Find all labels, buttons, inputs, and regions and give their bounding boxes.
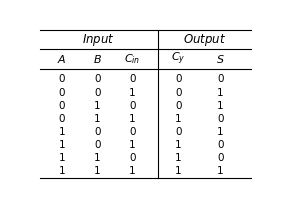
Text: 1: 1: [59, 166, 65, 177]
Text: 1: 1: [175, 166, 182, 177]
Text: 1: 1: [59, 127, 65, 137]
Text: 1: 1: [175, 114, 182, 124]
Text: 0: 0: [94, 140, 100, 150]
Text: 0: 0: [175, 74, 182, 84]
Text: 1: 1: [94, 101, 101, 111]
Text: 1: 1: [217, 88, 224, 97]
Text: 0: 0: [175, 127, 182, 137]
Text: 1: 1: [175, 140, 182, 150]
Text: 0: 0: [59, 114, 65, 124]
Text: $S$: $S$: [216, 53, 225, 65]
Text: 0: 0: [217, 140, 224, 150]
Text: $\mathit{Input}$: $\mathit{Input}$: [82, 32, 115, 48]
Text: 1: 1: [94, 153, 101, 163]
Text: 0: 0: [129, 153, 135, 163]
Text: 0: 0: [129, 101, 135, 111]
Text: 0: 0: [94, 88, 100, 97]
Text: 0: 0: [59, 101, 65, 111]
Text: 0: 0: [59, 74, 65, 84]
Text: $C_{in}$: $C_{in}$: [124, 52, 141, 66]
Text: $C_y$: $C_y$: [171, 51, 186, 67]
Text: 0: 0: [59, 88, 65, 97]
Text: 1: 1: [129, 140, 136, 150]
Text: $\mathit{Output}$: $\mathit{Output}$: [183, 32, 226, 48]
Text: 0: 0: [94, 127, 100, 137]
Text: 0: 0: [217, 114, 224, 124]
Text: $B$: $B$: [93, 53, 102, 65]
Text: 1: 1: [217, 127, 224, 137]
Text: 1: 1: [129, 166, 136, 177]
Text: 1: 1: [59, 153, 65, 163]
Text: 1: 1: [217, 166, 224, 177]
Text: 0: 0: [217, 74, 224, 84]
Text: 0: 0: [175, 101, 182, 111]
Text: 1: 1: [175, 153, 182, 163]
Text: 1: 1: [129, 88, 136, 97]
Text: 0: 0: [217, 153, 224, 163]
Text: 1: 1: [59, 140, 65, 150]
Text: $A$: $A$: [57, 53, 67, 65]
Text: 1: 1: [94, 166, 101, 177]
Text: 0: 0: [129, 127, 135, 137]
Text: 0: 0: [129, 74, 135, 84]
Text: 0: 0: [94, 74, 100, 84]
Text: 0: 0: [175, 88, 182, 97]
Text: 1: 1: [94, 114, 101, 124]
Text: 1: 1: [129, 114, 136, 124]
Text: 1: 1: [217, 101, 224, 111]
